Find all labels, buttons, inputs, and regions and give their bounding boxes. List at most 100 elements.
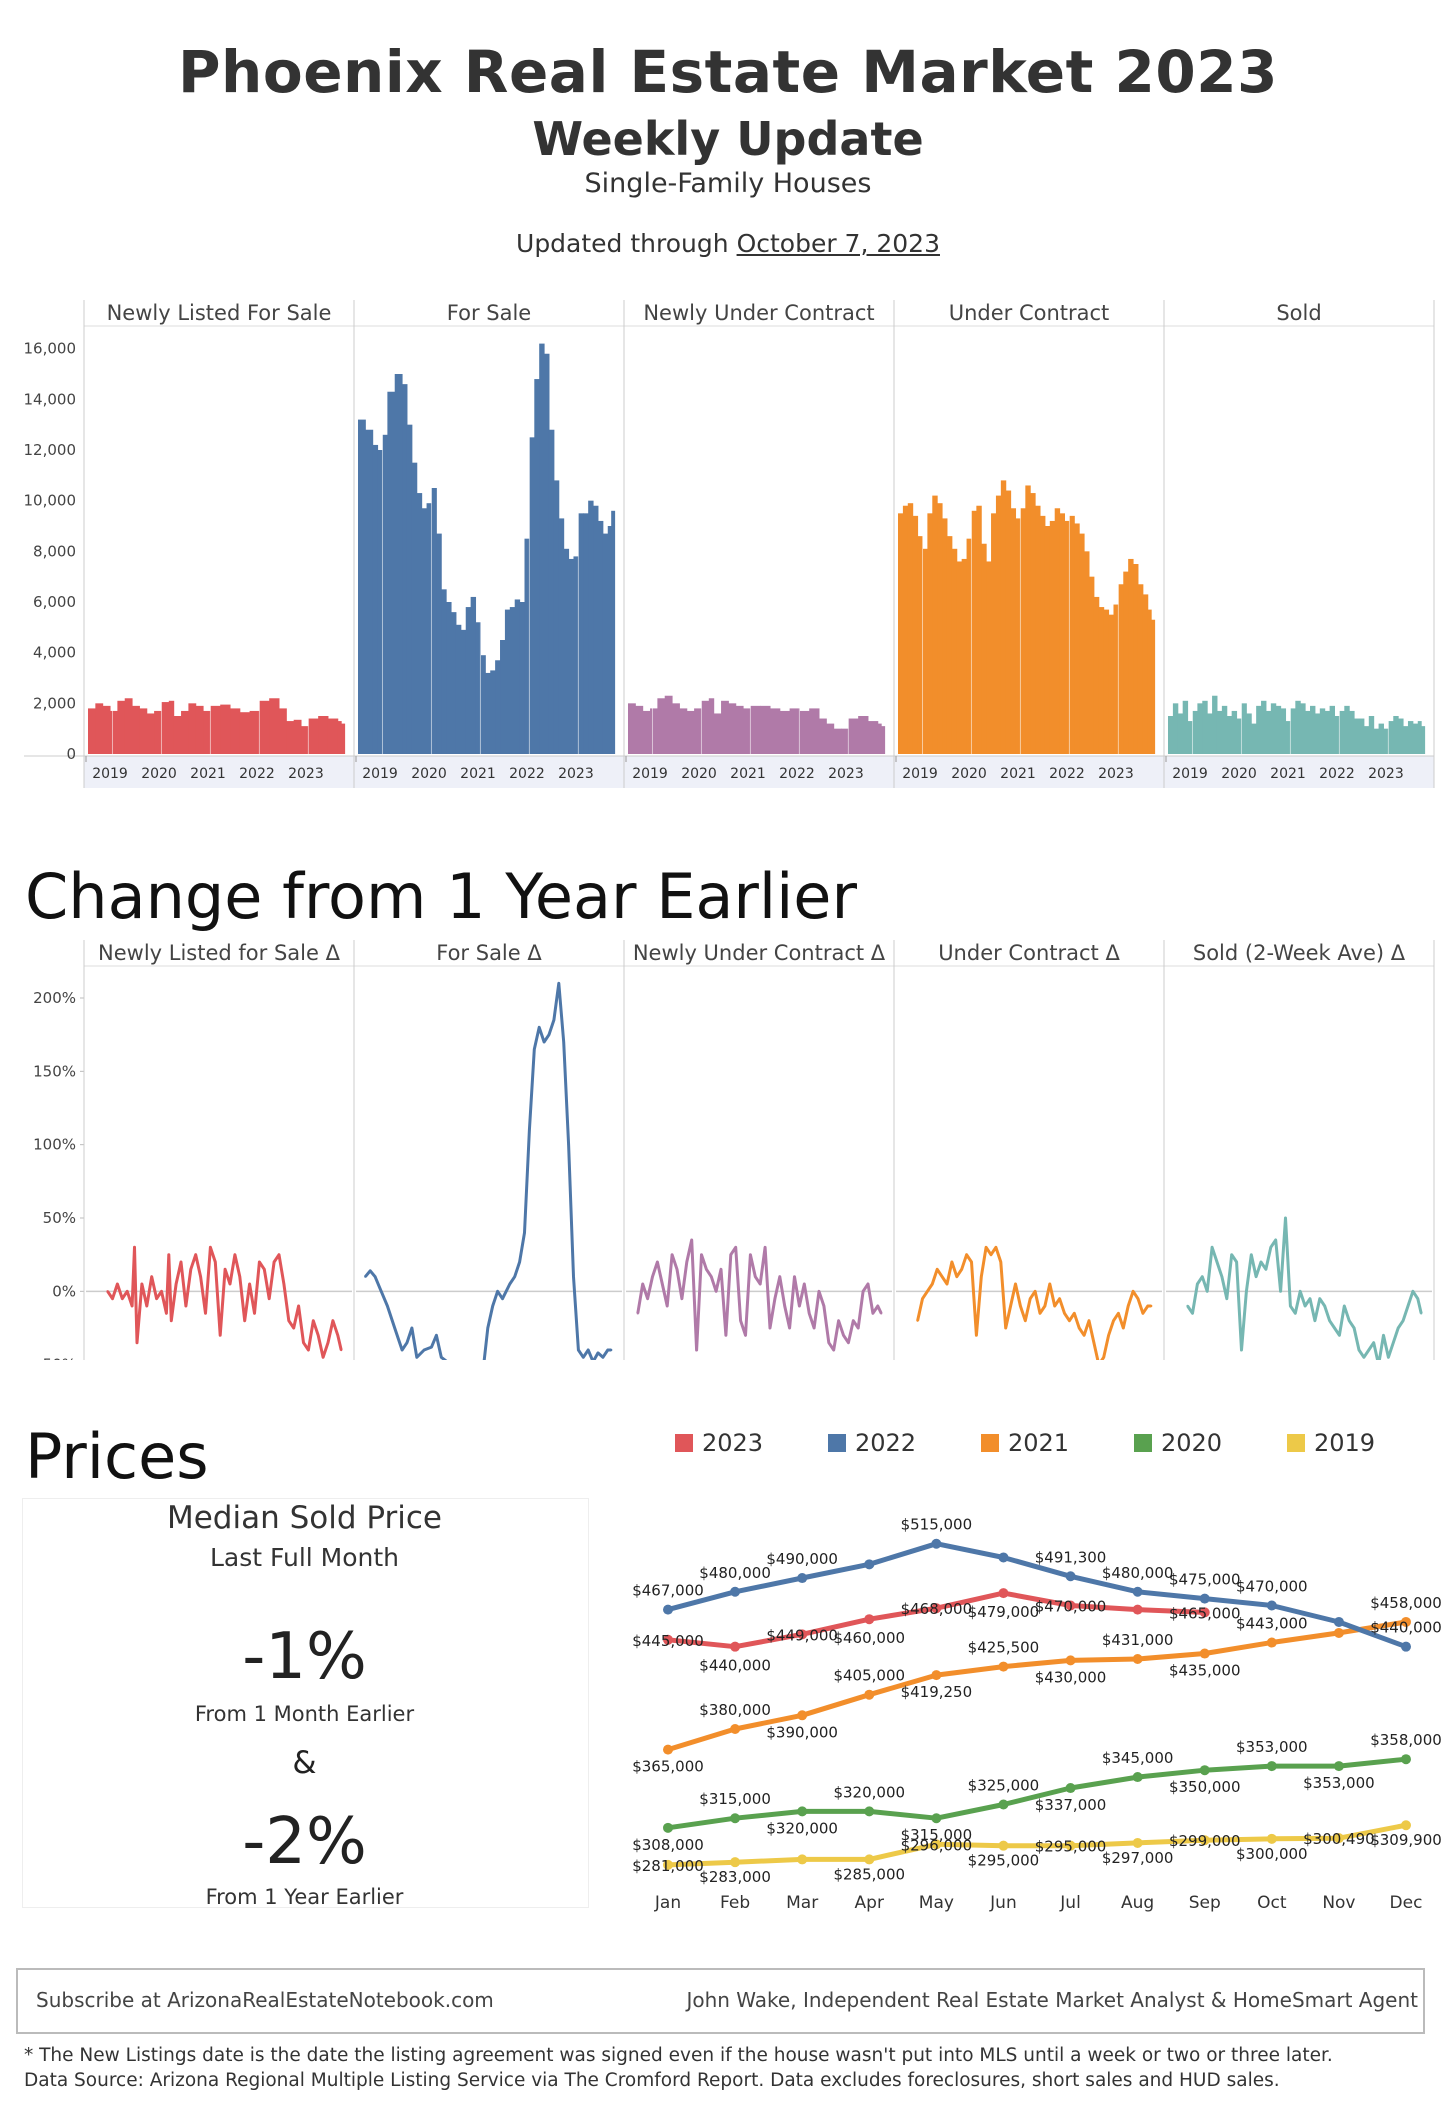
x-tick-label: 2023 (558, 766, 594, 782)
bar-series-sold (1168, 695, 1426, 754)
bar (504, 609, 511, 754)
bar (1015, 518, 1021, 754)
data-point (999, 1260, 1003, 1264)
data-point (1136, 1297, 1140, 1300)
x-tick-label: 2021 (460, 766, 496, 782)
author-credit: John Wake, Independent Real Estate Marke… (686, 1988, 1418, 2012)
data-point (842, 1334, 845, 1337)
data-point (690, 1238, 693, 1242)
data-point (369, 1269, 372, 1272)
median-price-card (22, 1498, 589, 1908)
bar (937, 503, 943, 754)
data-point (596, 1351, 600, 1355)
bar (611, 510, 616, 754)
price-point-2022 (730, 1586, 741, 1597)
data-point (440, 1356, 443, 1359)
updated-date-link[interactable]: October 7, 2023 (736, 229, 940, 258)
data-point (1343, 1304, 1346, 1308)
data-point (1107, 1334, 1110, 1337)
footnote-data-source: Data Source: Arizona Regional Multiple L… (24, 2070, 1280, 2091)
data-point (393, 1326, 396, 1330)
bar (1030, 493, 1036, 754)
median-price-chart: 2023 2022 2021 2020 2019 Jan Feb Mar Apr May Jun Ju… (632, 1429, 1442, 1913)
subscribe-link[interactable]: Subscribe at ArizonaRealEstateNotebook.c… (36, 1988, 494, 2012)
price-label-2020: $358,000 (1370, 1731, 1442, 1749)
price-point-2019 (1132, 1837, 1143, 1848)
panel-title-newly-listed-for-sale: Newly Listed For Sale (107, 301, 332, 325)
bar (110, 710, 118, 754)
data-point (167, 1253, 171, 1256)
price-point-2022 (663, 1604, 673, 1615)
price-point-2021 (1199, 1648, 1210, 1659)
bar (519, 602, 526, 754)
month-label-dec: Dec (1390, 1893, 1423, 1913)
data-point (847, 1341, 850, 1344)
data-point (700, 1253, 703, 1256)
bar (475, 622, 481, 754)
price-label-2020: $345,000 (1102, 1749, 1174, 1767)
data-point (282, 1282, 286, 1286)
price-label-2020: $315,000 (699, 1790, 771, 1808)
data-point (1338, 1334, 1341, 1337)
bar (446, 602, 452, 754)
bar (1285, 721, 1291, 754)
bar (402, 384, 408, 754)
month-label-apr: Apr (855, 1893, 884, 1913)
bar (922, 548, 928, 754)
legend-swatch-2021 (981, 1434, 999, 1452)
y-tick-label: 0 (66, 745, 76, 763)
y-tick-label: 2,000 (33, 694, 76, 712)
price-label-2022: $467,000 (632, 1582, 704, 1600)
price-label-2020: $350,000 (1169, 1778, 1241, 1796)
bar (1216, 710, 1223, 754)
price-point-2023 (730, 1641, 741, 1652)
data-point (1092, 1341, 1096, 1344)
x-tick-label: 2023 (288, 766, 324, 782)
bar (1314, 713, 1321, 754)
y-tick-label: 10,000 (24, 492, 77, 510)
bar (750, 705, 761, 754)
bar (779, 710, 791, 754)
data-point (916, 1319, 919, 1322)
data-point (233, 1253, 237, 1256)
bar (558, 518, 565, 754)
bar (956, 561, 963, 754)
legend-swatch-2019 (1287, 1434, 1305, 1452)
data-point (817, 1290, 821, 1293)
data-point (491, 1304, 494, 1308)
data-point (1126, 1304, 1130, 1308)
bar (509, 607, 516, 754)
bar (728, 703, 737, 754)
bar (672, 703, 680, 754)
footnote-listing-date: * The New Listings date is the date the … (24, 2045, 1333, 2066)
bar (278, 708, 287, 754)
bar (1265, 710, 1272, 754)
data-point (405, 1341, 409, 1344)
data-point (1323, 1304, 1326, 1308)
bar-series-newly-listed-for-sale (88, 698, 346, 754)
data-point (656, 1260, 659, 1264)
bar (524, 538, 530, 754)
data-point (326, 1341, 330, 1344)
data-point (1102, 1356, 1105, 1359)
data-point (1382, 1334, 1385, 1337)
data-point (1357, 1348, 1361, 1352)
data-point (1087, 1319, 1091, 1322)
bar (470, 596, 477, 754)
bar (382, 434, 388, 754)
change-section-title: Change from 1 Year Earlier (25, 860, 857, 933)
data-point (719, 1268, 723, 1271)
bar (534, 379, 540, 754)
bar (877, 723, 882, 754)
bar (628, 703, 636, 754)
bar (971, 510, 977, 754)
price-point-2019 (797, 1854, 808, 1865)
data-point (523, 1231, 526, 1234)
data-point (1411, 1290, 1415, 1293)
price-point-2019 (730, 1857, 741, 1868)
bar (721, 700, 729, 754)
data-point (508, 1282, 512, 1286)
data-point (1215, 1260, 1219, 1264)
bar (1407, 721, 1414, 754)
bar (514, 599, 521, 754)
